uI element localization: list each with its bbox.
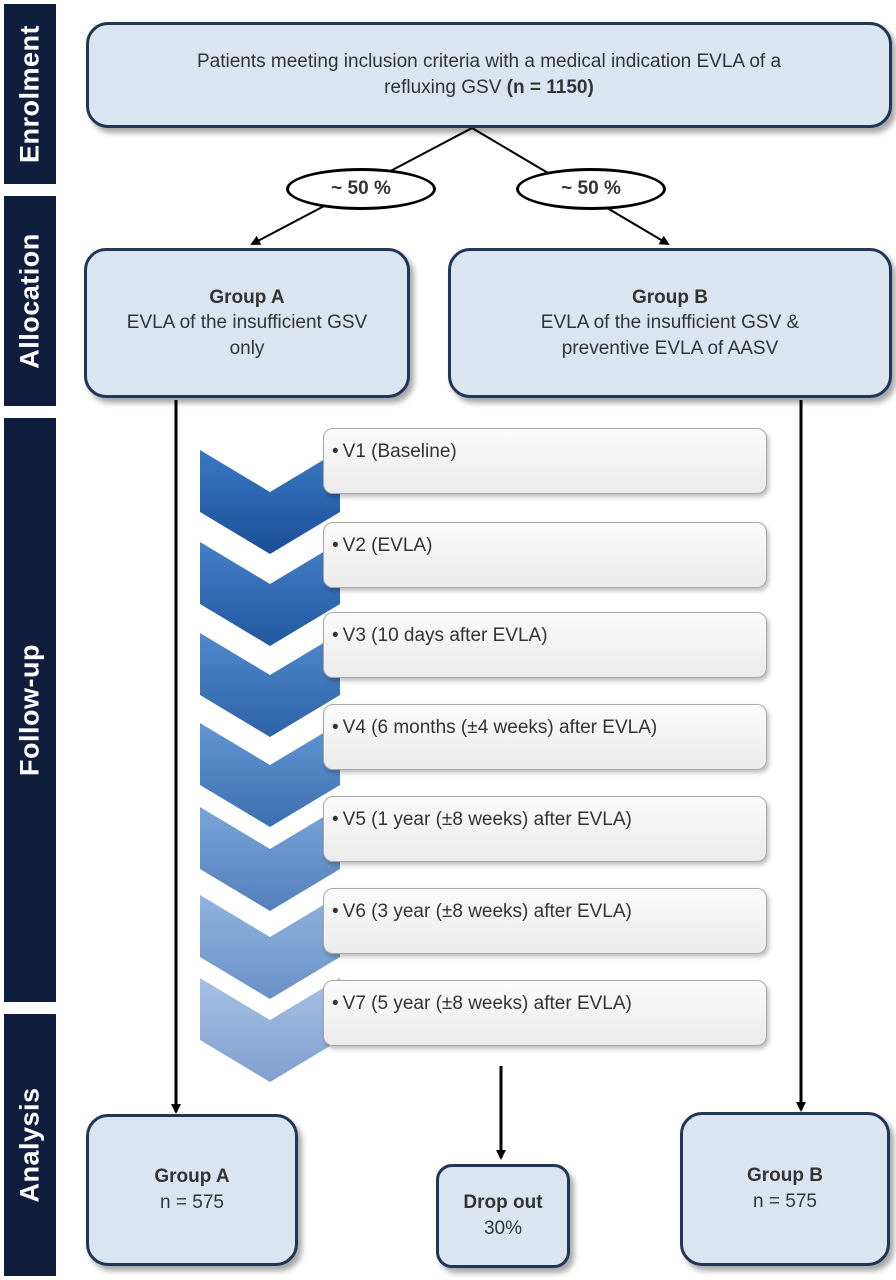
visit-bullet: • xyxy=(332,809,339,830)
visit-label-v3: V3 (10 days after EVLA) xyxy=(342,625,548,646)
visit-bullet: • xyxy=(332,441,339,462)
enrolment-line-1: Patients meeting inclusion criteria with… xyxy=(196,51,782,73)
enrolment-line-2-text: refluxing GSV xyxy=(384,77,507,98)
phase-bar-allocation: Allocation xyxy=(4,196,56,406)
visit-box-v4: • V4 (6 months (±4 weeks) after EVLA) xyxy=(323,704,767,770)
chevron-v2 xyxy=(200,542,340,646)
group-a-allocation-line-2: only xyxy=(229,337,265,359)
visit-label-v4: V4 (6 months (±4 weeks) after EVLA) xyxy=(342,717,658,738)
group-a-allocation-title: Group A xyxy=(209,286,285,308)
group-b-analysis-title: Group B xyxy=(747,1165,823,1187)
visit-box-v1: • V1 (Baseline) xyxy=(323,428,767,494)
visit-box-v7: • V7 (5 year (±8 weeks) after EVLA) xyxy=(323,980,767,1046)
visit-box-v2: • V2 (EVLA) xyxy=(323,522,767,588)
phase-bar-followup: Follow-up xyxy=(4,418,56,1002)
chevron-v7 xyxy=(200,978,340,1082)
group-a-allocation-line-1: EVLA of the insufficient GSV xyxy=(126,312,368,334)
group-b-analysis-n: n = 575 xyxy=(753,1191,817,1212)
enrolment-sample-size: (n = 1150) xyxy=(506,77,594,98)
dropout-box: Drop out 30% xyxy=(436,1164,570,1268)
visit-label-v5: V5 (1 year (±8 weeks) after EVLA) xyxy=(342,809,632,830)
chevron-v5 xyxy=(200,807,340,911)
visit-label-v2: V2 (EVLA) xyxy=(342,535,433,556)
dropout-title: Drop out xyxy=(463,1192,543,1214)
dropout-value: 30% xyxy=(483,1218,523,1239)
visit-bullet: • xyxy=(332,901,339,922)
group-b-analysis-box: Group B n = 575 xyxy=(680,1112,890,1266)
group-b-allocation-line-2: preventive EVLA of AASV xyxy=(561,337,779,359)
chevron-v4 xyxy=(200,723,340,827)
chevron-v1 xyxy=(200,450,340,554)
visit-box-v6: • V6 (3 year (±8 weeks) after EVLA) xyxy=(323,888,767,954)
split-ellipse-right: ~ 50 % xyxy=(516,168,666,210)
visit-box-v3: • V3 (10 days after EVLA) xyxy=(323,612,767,678)
enrolment-line-2: refluxing GSV (n = 1150) xyxy=(384,75,594,101)
visit-bullet: • xyxy=(332,535,339,556)
visit-bullet: • xyxy=(332,993,339,1014)
visit-label-v1: V1 (Baseline) xyxy=(342,441,457,462)
group-b-allocation-line-1: EVLA of the insufficient GSV & xyxy=(540,312,800,334)
visit-label-v7: V7 (5 year (±8 weeks) after EVLA) xyxy=(342,993,632,1014)
chevron-stack xyxy=(200,450,340,1082)
phase-bar-analysis: Analysis xyxy=(4,1014,56,1276)
visit-bullet: • xyxy=(332,717,339,738)
group-a-analysis-n: n = 575 xyxy=(160,1192,224,1213)
group-b-allocation-title: Group B xyxy=(632,286,708,308)
group-a-allocation-box: Group A EVLA of the insufficient GSV onl… xyxy=(84,248,410,398)
group-a-analysis-box: Group A n = 575 xyxy=(86,1114,298,1266)
split-ellipse-left: ~ 50 % xyxy=(286,168,436,210)
visit-label-v6: V6 (3 year (±8 weeks) after EVLA) xyxy=(342,901,632,922)
enrolment-box: Patients meeting inclusion criteria with… xyxy=(86,22,892,128)
visit-bullet: • xyxy=(332,625,339,646)
chevron-v3 xyxy=(200,633,340,737)
group-b-allocation-box: Group B EVLA of the insufficient GSV & p… xyxy=(448,248,892,398)
group-a-analysis-title: Group A xyxy=(154,1166,230,1188)
chevron-v6 xyxy=(200,895,340,999)
visit-box-v5: • V5 (1 year (±8 weeks) after EVLA) xyxy=(323,796,767,862)
phase-bar-enrolment: Enrolment xyxy=(4,4,56,184)
